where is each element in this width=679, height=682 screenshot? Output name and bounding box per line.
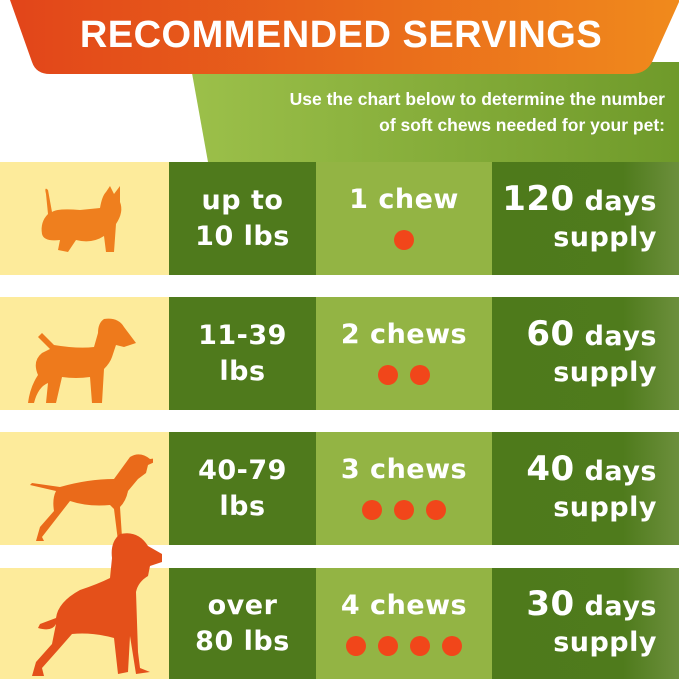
chews-cell: 2 chews [316,297,492,410]
weight-label: over [207,589,278,621]
days-unit: days [584,456,657,487]
supply-cell: 120 days supply [492,162,679,275]
days-unit: days [584,591,657,622]
dog-size-cell [0,297,169,410]
subtitle-line: Use the chart below to determine the num… [289,89,665,109]
chew-dot [410,636,430,656]
weight-label: 10 lbs [195,220,290,252]
chew-dot [394,500,414,520]
chew-dot [410,365,430,385]
chew-dot [394,230,414,250]
chew-dot [442,636,462,656]
chew-dot [378,636,398,656]
days-number: 120 [502,179,575,219]
weight-cell: up to 10 lbs [169,162,316,275]
days-number: 40 [526,449,575,489]
weight-label: lbs [219,490,266,522]
days-number: 60 [526,314,575,354]
dog-size-cell [0,432,169,545]
serving-row: up to 10 lbs 1 chew 120 days supply [0,162,679,275]
chews-cell: 1 chew [316,162,492,275]
supply-label: supply [553,492,657,523]
days-unit: days [584,321,657,352]
chew-dots [394,230,414,250]
supply-cell: 30 days supply [492,568,679,679]
chew-count: 1 chew [349,184,459,215]
days-number: 30 [526,584,575,624]
weight-cell: over 80 lbs [169,568,316,679]
weight-label: lbs [219,355,266,387]
serving-row: 11-39 lbs 2 chews 60 days supply [0,297,679,410]
supply-label: supply [553,357,657,388]
supply-label: supply [553,222,657,253]
weight-cell: 11-39 lbs [169,297,316,410]
chews-cell: 3 chews [316,432,492,545]
days-unit: days [584,186,657,217]
weight-cell: 40-79 lbs [169,432,316,545]
serving-row: 40-79 lbs 3 chews 40 days supply [0,432,679,545]
chew-count: 3 chews [340,454,468,485]
chew-dot [378,365,398,385]
serving-row: over 80 lbs 4 chews 30 days supply [0,533,679,679]
subtitle-line: of soft chews needed for your pet: [379,115,665,135]
chew-dot [346,636,366,656]
weight-label: 80 lbs [195,625,290,657]
chew-dots [362,500,446,520]
supply-cell: 40 days supply [492,432,679,545]
weight-label: 40-79 [198,454,287,486]
dog-size-cell [0,533,169,679]
dog-size-cell [0,162,169,275]
weight-label: up to [201,184,284,216]
page-title: RECOMMENDED SERVINGS [79,14,603,56]
weight-label: 11-39 [198,319,287,351]
chew-dot [426,500,446,520]
title-banner [10,0,679,74]
supply-cell: 60 days supply [492,297,679,410]
chew-dot [362,500,382,520]
chew-count: 4 chews [340,590,468,621]
chew-dots [378,365,430,385]
supply-label: supply [553,627,657,658]
chew-count: 2 chews [340,319,468,350]
chew-dots [346,636,462,656]
subtitle: Use the chart below to determine the num… [195,86,665,138]
subtitle-banner [190,62,679,178]
chews-cell: 4 chews [316,568,492,679]
